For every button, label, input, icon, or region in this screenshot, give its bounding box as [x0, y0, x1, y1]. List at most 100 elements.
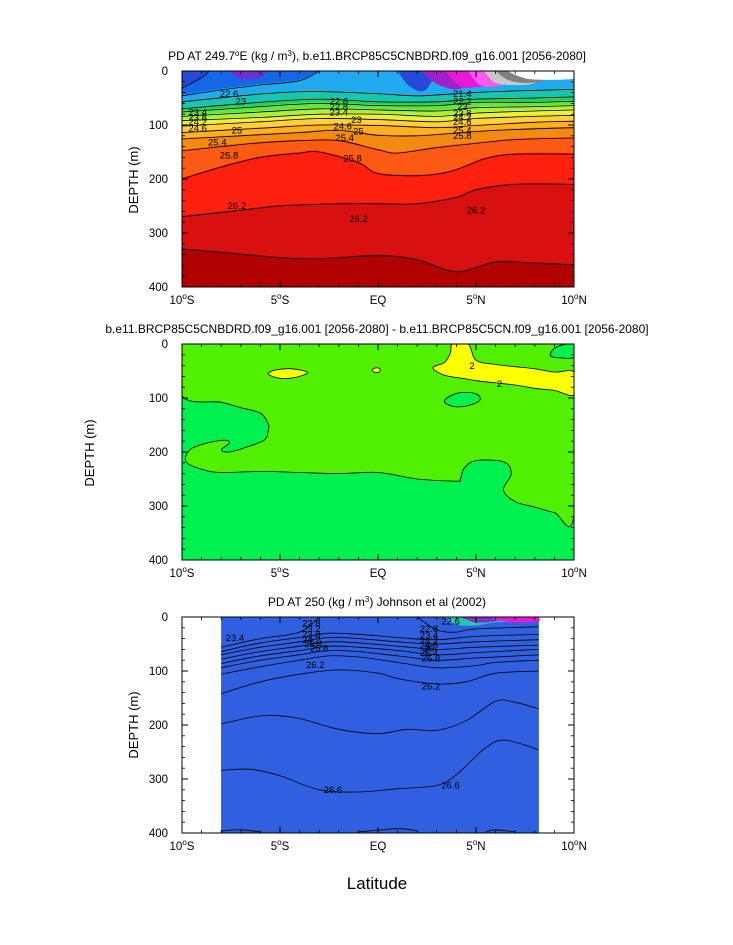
panel-top-contour-label: 23	[236, 96, 247, 107]
panel-middle-region	[444, 391, 481, 408]
panel-top-y-tick-label: 0	[162, 66, 168, 78]
panel-top-contour-label: 24.6	[333, 121, 352, 132]
panel-top-contour-label: 23.4	[330, 107, 349, 118]
panel-bottom-contour-label: 23.4	[226, 633, 245, 644]
panel-bottom-x-tick-label: 10oS	[170, 838, 195, 853]
panel-bottom-contour-label: 23.8	[302, 630, 321, 641]
panel-bottom-contour-label: 25.4	[420, 648, 439, 659]
panel-top-contour-line	[182, 248, 574, 273]
panel-top-contour-line	[182, 120, 574, 133]
panel-top-contour-line	[182, 105, 574, 117]
panel-bottom-contour-line	[221, 645, 539, 664]
panel-middle-y-tick-label: 100	[149, 393, 168, 405]
panel-bottom-contour-label: 24.6	[420, 640, 439, 651]
panel-top-contour-label: 25	[232, 126, 243, 137]
panel-bottom-contour-label: 25	[424, 644, 435, 655]
panel-top-contour-label: 23	[351, 115, 362, 126]
panel-top-contour-line	[182, 71, 210, 89]
panel-middle-y-tick-label: 0	[162, 339, 168, 351]
panel-middle-y-tick-label: 200	[149, 447, 168, 459]
panel-top-contour-label: 24.6	[453, 117, 472, 128]
panel-top-contour-label: 25.4	[453, 126, 472, 137]
panel-middle-region	[182, 344, 574, 528]
panel-top-contour-label: 26.2	[349, 214, 368, 225]
panel-top-contour-label: 25.8	[220, 150, 239, 161]
panel-top-contour-label: 25.4	[208, 138, 227, 149]
panel-bottom-contour-line	[485, 829, 516, 833]
panel-middle-region	[549, 344, 574, 359]
panel-top-contour-line	[182, 127, 574, 140]
panel-bottom-y-tick-label: 0	[162, 612, 168, 624]
panel-middle-y-axis-label: DEPTH (m)	[82, 419, 97, 486]
panel-middle-difference: b.e11.BRCP85C5CNBDRD.f09_g16.001 [2056-2…	[82, 322, 649, 580]
panel-top-contour-label: 26.2	[467, 206, 486, 217]
panel-middle-y-tick-label: 400	[149, 555, 168, 567]
panel-top-contour-line	[182, 100, 574, 113]
panel-bottom-contour-label: 23.2	[302, 624, 321, 635]
panel-bottom-contour-line	[221, 655, 539, 675]
panel-bottom-contour-label: 25.8	[310, 644, 329, 655]
panel-top-x-tick-label: 5oS	[271, 292, 290, 307]
panel-bottom-contour-line	[358, 828, 418, 833]
panel-top-contour-label: 23.4	[188, 107, 207, 118]
panel-top-y-tick-label: 300	[149, 228, 168, 240]
panel-top-y-tick-label: 100	[149, 120, 168, 132]
panel-bottom-y-axis-label: DEPTH (m)	[126, 691, 141, 758]
panel-top-color-band	[507, 71, 574, 80]
panel-middle-x-tick-label: EQ	[370, 568, 387, 580]
panel-top-contour-label: 23.8	[188, 113, 207, 124]
panel-top-contour-line	[182, 114, 574, 127]
panel-top-contour-label: 24.6	[188, 123, 207, 134]
panel-top-contour-label: 24.2	[188, 117, 207, 128]
panel-middle-field: 22	[182, 344, 574, 560]
panel-bottom-contour-label: 26.2	[422, 681, 441, 692]
panel-top-y-tick-label: 400	[149, 282, 168, 294]
panel-middle-x-tick-label: 5oN	[466, 565, 485, 580]
panel-top-contour-label: 25.8	[343, 154, 362, 165]
panel-bottom-contour-line	[221, 632, 539, 652]
panel-top-x-tick-label: 10oS	[170, 292, 195, 307]
panel-bottom-contour-label: 25.4	[304, 639, 323, 650]
panel-bottom-contour-line	[221, 829, 261, 833]
panel-bottom-x-tick-label: 5oN	[466, 838, 485, 853]
panel-middle-x-tick-label: 10oN	[561, 565, 587, 580]
panel-bottom-contour-line	[221, 739, 539, 793]
panel-bottom-contour-label: 24.2	[420, 636, 439, 647]
panel-bottom-contour-label: 26.6	[324, 785, 343, 796]
panel-middle-region	[267, 368, 308, 380]
panel-top-x-tick-label: EQ	[370, 295, 387, 307]
panel-bottom-contour-label: 22.8	[302, 619, 321, 630]
panel-top-contour-label: 26.2	[228, 201, 247, 212]
panel-bottom-contour-line	[221, 649, 539, 669]
panel-bottom-contour-label: 26.6	[441, 781, 460, 792]
panel-bottom-y-tick-label: 300	[149, 774, 168, 786]
panel-top-pd-cesm: PD AT 249.7oE (kg / m3), b.e11.BRCP85C5C…	[126, 49, 587, 307]
panel-top-contour-label: 24.2	[453, 113, 472, 124]
panel-top-contour-label: 22.6	[330, 96, 349, 107]
panel-bottom-x-tick-label: EQ	[370, 841, 387, 853]
panel-middle-region	[432, 344, 574, 396]
panel-top-contour-label: 22.2	[453, 96, 472, 107]
panel-bottom-contour-label: 26.2	[306, 660, 325, 671]
panel-bottom-x-tick-label: 5oS	[271, 838, 290, 853]
panel-top-contour-label: 23	[457, 102, 468, 113]
panel-bottom-title: PD AT 250 (kg / m3) Johnson et al (2002)	[268, 595, 486, 609]
panel-bottom-contour-line	[221, 636, 539, 656]
panel-top-color-band	[229, 71, 269, 80]
panel-bottom-contour-line	[221, 669, 539, 695]
x-axis-label-latitude: Latitude	[347, 874, 408, 893]
panel-top-contour-line	[182, 109, 574, 122]
panel-top-x-tick-label: 10oN	[561, 292, 587, 307]
panel-bottom-contour-line	[221, 617, 320, 648]
panel-top-contour-label: 25.4	[335, 133, 354, 144]
panel-bottom-color-band	[487, 617, 540, 623]
panel-top-y-tick-label: 200	[149, 174, 168, 186]
panel-middle-region	[371, 367, 381, 373]
panel-top-x-tick-label: 5oN	[466, 292, 485, 307]
panel-bottom-contour-line	[221, 641, 539, 660]
panel-top-contour-line	[182, 96, 574, 110]
panel-top-contour-line	[182, 137, 574, 154]
